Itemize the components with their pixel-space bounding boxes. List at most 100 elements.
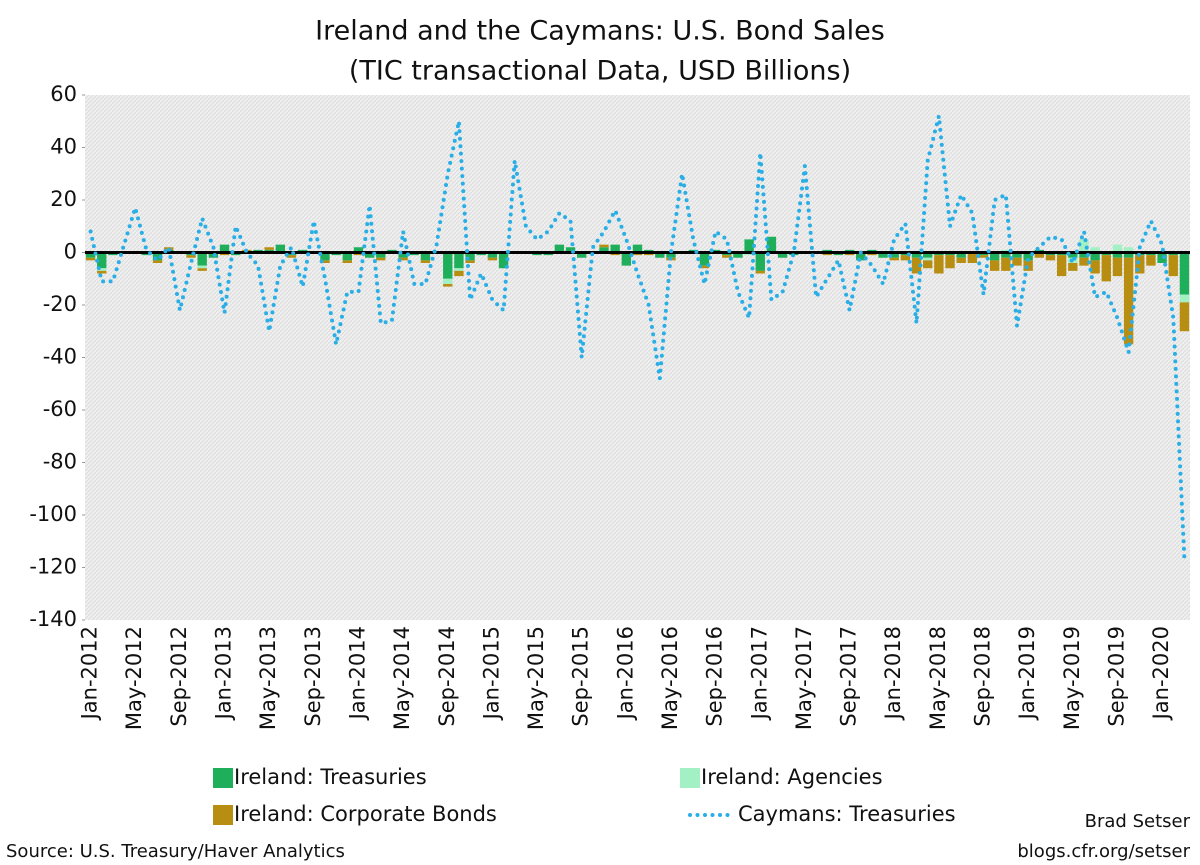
bar [934, 255, 944, 274]
bar [599, 244, 609, 248]
bar [777, 252, 788, 258]
bar [733, 252, 743, 258]
bar [1034, 252, 1045, 258]
bar [197, 268, 207, 271]
y-tick-label: -100 [29, 502, 77, 526]
bar [554, 244, 565, 253]
y-tick-label: 20 [50, 187, 77, 211]
bar [454, 270, 464, 277]
bar [398, 257, 408, 261]
bar [1023, 252, 1033, 261]
bar [1090, 252, 1100, 261]
bar [1123, 247, 1134, 253]
bar [755, 252, 765, 271]
bar [610, 244, 620, 253]
bar [1090, 260, 1100, 274]
x-tick-label: Sep-2015 [569, 626, 593, 727]
legend-label: Ireland: Treasuries [234, 765, 427, 789]
bar [1012, 257, 1022, 266]
bar [465, 260, 475, 263]
x-tick-label: May-2019 [1060, 626, 1084, 730]
bar [923, 257, 933, 261]
bar [755, 270, 765, 274]
bar [1157, 252, 1167, 263]
bar [487, 257, 498, 261]
bar [498, 252, 509, 269]
bar [97, 270, 107, 274]
x-tick-label: Jan-2017 [747, 626, 771, 721]
x-tick-label: Sep-2019 [1104, 626, 1128, 727]
bar [1079, 252, 1089, 258]
x-tick-label: Jan-2015 [479, 626, 503, 721]
bar [97, 268, 107, 271]
bar [956, 252, 966, 258]
bar [487, 252, 498, 258]
bar [443, 284, 453, 287]
legend-swatch [213, 805, 233, 825]
plot-area [85, 95, 1190, 620]
x-tick-label: Sep-2014 [435, 626, 459, 727]
bar [967, 252, 978, 263]
bar [989, 260, 1000, 271]
bar [911, 257, 922, 274]
bar [376, 252, 386, 258]
bar [621, 252, 632, 266]
y-tick-label: 0 [64, 240, 77, 264]
bar [577, 252, 587, 258]
chart-title: Ireland and the Caymans: U.S. Bond Sales [315, 16, 885, 47]
bar [1012, 252, 1022, 258]
bar [286, 255, 297, 258]
bar [1179, 294, 1190, 303]
bar [320, 260, 330, 263]
bar [197, 252, 207, 266]
x-tick-label: May-2016 [658, 626, 682, 730]
bar [923, 252, 933, 258]
bar [398, 252, 408, 258]
bar [911, 252, 922, 258]
bar [1068, 252, 1078, 258]
x-tick-label: May-2018 [926, 626, 950, 730]
legend-label: Ireland: Corporate Bonds [234, 802, 497, 826]
website: blogs.cfr.org/setser [1017, 841, 1190, 862]
bar [320, 252, 330, 261]
bar [1079, 257, 1089, 266]
bar [1068, 263, 1078, 271]
bar [443, 278, 453, 284]
y-tick-label: 60 [50, 82, 77, 106]
bar [766, 236, 777, 253]
bar [1146, 255, 1156, 266]
x-tick-label: Sep-2016 [703, 626, 727, 727]
bar [454, 268, 464, 271]
bar [1112, 244, 1123, 253]
x-tick-label: Jan-2016 [613, 626, 637, 721]
y-tick-label: -80 [43, 450, 77, 474]
bar [956, 257, 966, 263]
bar [1101, 255, 1111, 282]
bar [197, 265, 207, 269]
bar [85, 257, 96, 261]
x-tick-label: Sep-2017 [837, 626, 861, 727]
x-tick-label: May-2012 [122, 626, 146, 730]
bar [632, 244, 643, 253]
bar [342, 260, 352, 263]
bar [699, 252, 710, 266]
bar [1023, 260, 1033, 271]
bar [342, 252, 352, 261]
bar [900, 255, 911, 261]
bar [465, 252, 475, 261]
bar [1079, 239, 1089, 253]
bar [1045, 255, 1056, 261]
bar [275, 244, 286, 253]
bar [364, 252, 375, 258]
bar [85, 252, 96, 258]
bar [722, 255, 732, 258]
legend-swatch [213, 768, 233, 788]
author: Brad Setser [1085, 811, 1191, 832]
bar [353, 247, 364, 253]
bar [889, 257, 899, 261]
bar [443, 252, 453, 279]
bar [889, 252, 899, 258]
bar [945, 255, 955, 269]
bar [219, 244, 230, 253]
